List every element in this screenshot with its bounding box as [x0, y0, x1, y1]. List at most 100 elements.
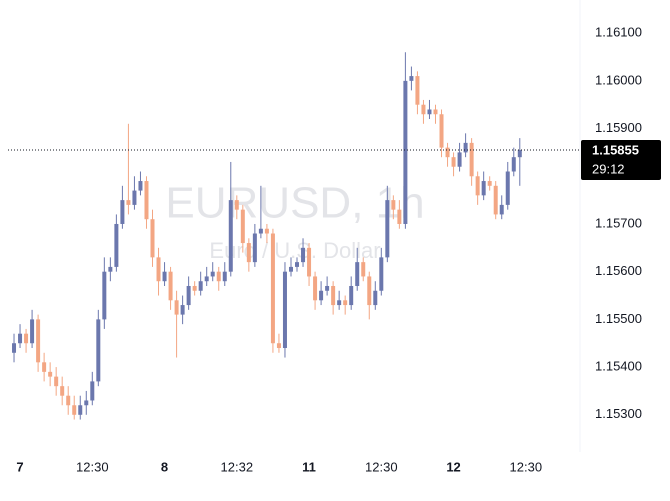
watermark-title: EURUSD, 1h — [165, 179, 424, 228]
candle-body — [451, 157, 456, 167]
x-tick-label: 12:30 — [365, 459, 398, 474]
y-tick-label: 1.15900 — [595, 120, 642, 135]
candle-body — [373, 290, 378, 306]
candle-body — [174, 300, 179, 315]
x-tick-label: 12 — [446, 459, 460, 474]
price-tag-label: 1.15855 — [592, 142, 639, 157]
y-tick-label: 1.15300 — [595, 406, 642, 421]
candle-body — [42, 362, 47, 372]
candle-body — [319, 290, 324, 301]
candle-body — [120, 200, 125, 224]
candle-body — [421, 104, 426, 115]
candle-body — [433, 109, 438, 115]
candle-body — [246, 243, 251, 263]
y-tick-label: 1.16100 — [595, 25, 642, 40]
candle-body — [12, 343, 17, 353]
candle-body — [409, 76, 414, 81]
x-tick-label: 12:30 — [510, 459, 543, 474]
candle-body — [276, 343, 281, 349]
candle-body — [307, 247, 312, 277]
candle-body — [270, 233, 275, 344]
candle-body — [144, 181, 149, 220]
candle-body — [36, 319, 41, 363]
candle-body — [186, 285, 191, 306]
x-tick-label: 7 — [16, 459, 23, 474]
candle-body — [150, 219, 155, 258]
candle-body — [295, 262, 300, 267]
candle-body — [445, 147, 450, 158]
x-tick-label: 12:30 — [76, 459, 109, 474]
candle-body — [349, 285, 354, 306]
candle-body — [114, 223, 119, 267]
candle-body — [132, 190, 137, 205]
candle-body — [180, 305, 185, 315]
candle-body — [72, 405, 77, 415]
candle-body — [439, 114, 444, 148]
candle-body — [192, 285, 197, 291]
y-tick-label: 1.15700 — [595, 215, 642, 230]
candle-body — [222, 271, 227, 282]
candle-body — [138, 181, 143, 191]
candle-body — [210, 271, 215, 277]
candle-body — [481, 181, 486, 196]
candle-body — [252, 233, 257, 263]
candle-body — [126, 200, 131, 205]
candle-body — [264, 228, 269, 234]
x-tick-label: 11 — [302, 459, 316, 474]
candle-body — [301, 247, 306, 263]
candle-body — [313, 276, 318, 301]
candle-body — [325, 285, 330, 291]
candle-body — [337, 300, 342, 306]
candle-body — [198, 281, 203, 291]
candle-body — [379, 257, 384, 291]
candle-body — [240, 209, 245, 244]
candle-body — [66, 395, 71, 406]
candle-body — [216, 271, 221, 282]
candle-body — [102, 271, 107, 320]
candle-body — [78, 405, 83, 415]
x-tick-label: 8 — [161, 459, 168, 474]
candle-body — [156, 257, 161, 282]
candle-body — [84, 400, 89, 406]
price-tag — [581, 140, 661, 181]
candle-body — [391, 200, 396, 210]
candle-body — [355, 262, 360, 286]
candle-body — [493, 185, 498, 215]
candle-body — [168, 271, 173, 301]
candle-body — [511, 157, 516, 172]
candle-body — [427, 109, 432, 115]
candle-body — [108, 266, 113, 272]
candle-body — [282, 271, 287, 349]
candle-body — [361, 262, 366, 277]
candle-body — [499, 204, 504, 215]
watermark-subtitle: Euro / U.S. Dollar — [209, 238, 380, 263]
candle-body — [367, 276, 372, 306]
candle-body — [463, 142, 468, 153]
y-tick-label: 1.15600 — [595, 263, 642, 278]
candle-body — [90, 381, 95, 401]
candle-body — [48, 371, 53, 377]
candle-body — [397, 209, 402, 224]
candle-body — [457, 152, 462, 167]
candle-body — [385, 200, 390, 258]
candle-body — [54, 376, 59, 387]
y-tick-label: 1.15400 — [595, 359, 642, 374]
y-tick-label: 1.15500 — [595, 311, 642, 326]
candle-body — [403, 80, 408, 224]
countdown: 29:12 — [592, 161, 625, 176]
candle-body — [288, 266, 293, 272]
candle-body — [343, 300, 348, 306]
candle-body — [331, 285, 336, 306]
candle-body — [30, 319, 35, 344]
candle-body — [162, 271, 167, 282]
candle-body — [469, 142, 474, 177]
candle-body — [228, 200, 233, 272]
candle-body — [18, 333, 23, 344]
candle-body — [258, 228, 263, 234]
y-tick-label: 1.16000 — [595, 72, 642, 87]
candle-body — [24, 333, 29, 344]
candle-body — [415, 76, 420, 105]
candle-body — [204, 276, 209, 282]
candle-body — [475, 176, 480, 196]
